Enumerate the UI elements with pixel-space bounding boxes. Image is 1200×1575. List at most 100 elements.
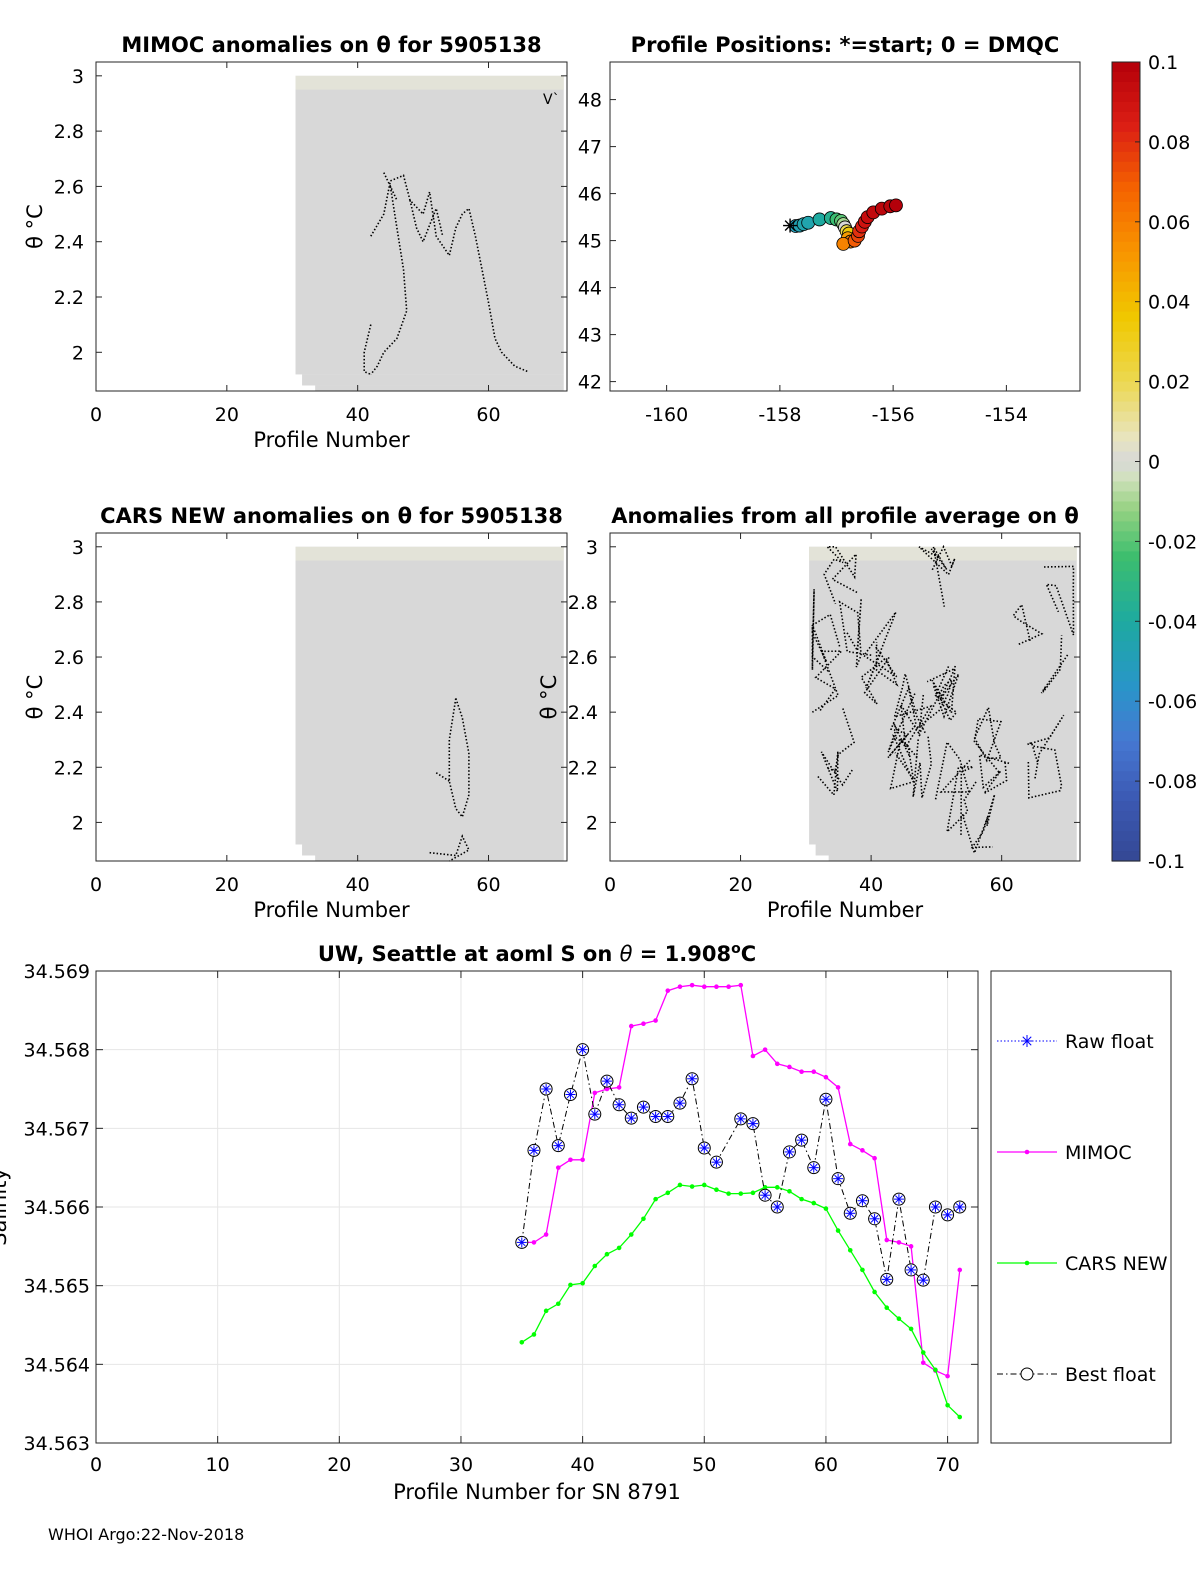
- legend-raw-marker: [1021, 1035, 1033, 1047]
- colorbar-tick-label: -0.08: [1148, 771, 1197, 793]
- cars-point: [787, 1188, 792, 1194]
- colorbar-cell: [1112, 851, 1140, 862]
- cars-panel-ytick-label: 3: [72, 537, 84, 559]
- colorbar-cell: [1112, 761, 1140, 772]
- mimoc-panel-contour: [370, 186, 408, 375]
- raw-float-point: [577, 1044, 588, 1055]
- colorbar-cell: [1112, 831, 1140, 842]
- raw-float-point: [711, 1157, 722, 1168]
- mimoc-point: [628, 1023, 634, 1029]
- start-marker: [783, 218, 798, 233]
- average-panel-field-step: [815, 844, 1077, 856]
- mimoc-point: [701, 984, 707, 990]
- colorbar-cell: [1112, 791, 1140, 802]
- cars-point: [835, 1228, 841, 1233]
- cars-point: [750, 1190, 756, 1196]
- colorbar-cell: [1112, 481, 1140, 493]
- cars-point: [945, 1402, 950, 1408]
- raw-float-stroke: [943, 1210, 952, 1219]
- start-marker-stroke: [784, 220, 796, 232]
- legend-marker: [1024, 1149, 1030, 1155]
- raw-float-stroke: [712, 1158, 721, 1167]
- average-panel-contour: [889, 734, 918, 790]
- cars-panel-contour: [448, 698, 470, 819]
- colorbar-cell: [1112, 62, 1140, 73]
- raw-float-point: [918, 1275, 929, 1286]
- average-panel-xtick-label: 20: [728, 874, 752, 896]
- positions-ytick-label: 48: [578, 90, 602, 112]
- positions-ytick-label: 42: [578, 372, 602, 394]
- colorbar-cell: [1112, 261, 1140, 273]
- average-panel-field: [809, 546, 1077, 845]
- average-panel-ytick-label: 2.4: [568, 702, 598, 724]
- position-point: [889, 198, 903, 213]
- colorbar-cell: [1112, 841, 1140, 852]
- average-panel-contour: [1027, 745, 1063, 799]
- cars-point: [908, 1326, 914, 1332]
- colorbar-cell: [1112, 661, 1140, 672]
- colorbar-cell: [1112, 631, 1140, 642]
- average-panel-xtick-label: 40: [859, 874, 883, 896]
- colorbar-tick-label: 0.1: [1148, 52, 1178, 74]
- mimoc-panel-ytick-label: 2.6: [54, 176, 84, 198]
- colorbar-cell: [1112, 361, 1140, 373]
- raw-float-stroke: [834, 1174, 842, 1183]
- raw-float-point: [674, 1098, 685, 1109]
- colorbar-cell: [1112, 71, 1140, 83]
- cars-point: [799, 1196, 804, 1202]
- mimoc-panel-xlabel: Profile Number: [253, 428, 410, 452]
- colorbar-cell: [1112, 191, 1140, 203]
- raw-float-point: [808, 1162, 819, 1173]
- salinity-legend: [990, 970, 1172, 1444]
- legend-label: Best float: [1065, 1364, 1156, 1386]
- raw-float-stroke: [907, 1266, 915, 1274]
- positions-ytick-label: 46: [578, 184, 602, 206]
- raw-float-stroke: [688, 1074, 696, 1083]
- average-panel-contour: [893, 673, 933, 750]
- mimoc-panel-contour: [409, 200, 444, 244]
- colorbar-cell: [1112, 621, 1140, 632]
- mimoc-panel-field-step: [315, 385, 564, 391]
- average-panel-contour: [926, 666, 960, 719]
- mimoc-point: [896, 1240, 902, 1245]
- raw-float-stroke: [603, 1077, 611, 1086]
- colorbar-cell: [1112, 491, 1140, 503]
- cars-point: [653, 1196, 658, 1202]
- cars-point: [555, 1301, 561, 1307]
- colorbar-cell: [1112, 431, 1140, 443]
- cars-point: [665, 1190, 671, 1196]
- cars-panel-ytick-label: 2.4: [54, 702, 84, 724]
- cars-point: [933, 1367, 938, 1373]
- cars-point: [689, 1184, 695, 1189]
- raw-float-point: [735, 1113, 746, 1124]
- raw-float-point: [893, 1194, 904, 1205]
- cars-panel-ytick-label: 2.8: [54, 592, 84, 614]
- mimoc-point: [787, 1064, 792, 1070]
- mimoc-point: [653, 1018, 658, 1023]
- mimoc-panel-axes: [95, 61, 568, 392]
- average-panel-contour: [934, 740, 971, 801]
- cars-point: [568, 1282, 573, 1288]
- colorbar-cell: [1112, 121, 1140, 133]
- colorbar-cell: [1112, 781, 1140, 792]
- colorbar-cell: [1112, 731, 1140, 742]
- mimoc-point: [884, 1237, 890, 1243]
- raw-float-point: [881, 1274, 892, 1285]
- raw-float-point: [942, 1209, 953, 1220]
- average-panel-contour: [887, 685, 917, 759]
- colorbar-cell: [1112, 671, 1140, 682]
- average-panel-contour: [862, 611, 898, 689]
- mimoc-point: [531, 1240, 537, 1245]
- salinity-ytick-label: 34.564: [24, 1354, 90, 1376]
- raw-float-point: [638, 1102, 649, 1113]
- cars-panel-xtick-label: 40: [346, 874, 370, 896]
- colorbar-cell: [1112, 421, 1140, 433]
- raw-float-point: [553, 1140, 564, 1151]
- cars-panel-ytick-label: 2: [72, 812, 84, 834]
- colorbar-tick-label: -0.04: [1148, 611, 1197, 633]
- mimoc-panel-contour: [363, 324, 372, 376]
- colorbar-cell: [1112, 291, 1140, 303]
- colorbar-cell: [1112, 301, 1140, 313]
- average-panel-contour: [838, 598, 872, 668]
- colorbar-cell: [1112, 151, 1140, 163]
